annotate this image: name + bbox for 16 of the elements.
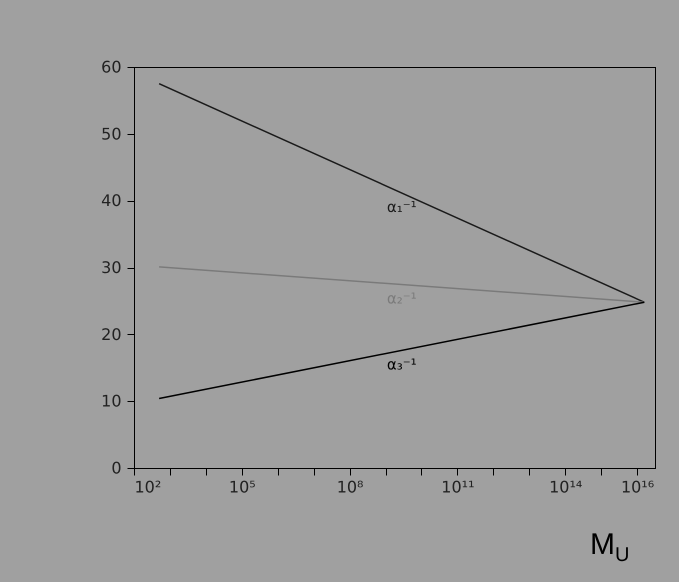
y-tick-label: 40 (101, 191, 122, 210)
y-tick-label: 0 (111, 458, 122, 478)
x-axis-title: M$_{U}$ (590, 528, 630, 567)
x-tick-label: 10⁸ (336, 478, 364, 496)
y-tick-label: 20 (101, 324, 122, 344)
y-tick-label: 30 (101, 258, 122, 277)
y-tick-label: 10 (101, 392, 122, 411)
y-tick-label: 50 (101, 124, 122, 144)
series-label: α₁⁻¹ (386, 198, 417, 216)
x-tick-label: 10⁵ (228, 478, 256, 496)
x-tick-label: 10² (134, 478, 162, 496)
series-label: α₃⁻¹ (386, 355, 417, 374)
x-tick-label: 10¹¹ (441, 478, 474, 496)
y-tick-label: 60 (101, 58, 122, 76)
x-tick-label: 10¹⁶ (620, 478, 654, 496)
x-tick-label: 10¹⁴ (549, 478, 582, 496)
